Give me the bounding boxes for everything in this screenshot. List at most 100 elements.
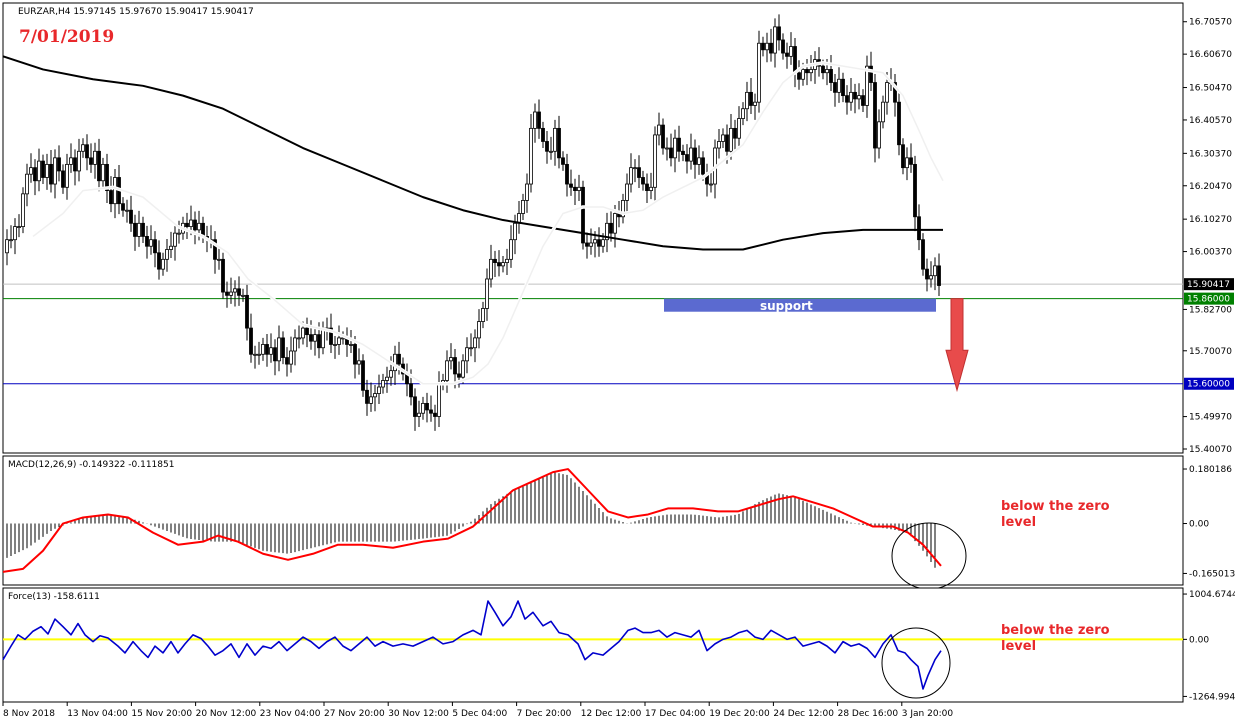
candle-body (221, 258, 225, 293)
candle-body (381, 380, 385, 388)
candle-body (885, 82, 889, 103)
candle-body (301, 327, 305, 339)
candle-body (721, 134, 725, 142)
time-tick-label: 30 Nov 12:00 (388, 709, 449, 719)
candle-body (453, 357, 457, 375)
candle-body (169, 245, 173, 250)
candle-body (853, 91, 857, 100)
candle-body (133, 222, 137, 237)
candle-body (157, 252, 161, 270)
candle-body (109, 190, 113, 205)
candle-body (781, 39, 785, 54)
candle-body (69, 157, 73, 165)
macd-note-line2: level (1001, 515, 1036, 530)
candle-body (273, 347, 277, 362)
candle-body (21, 193, 25, 227)
candle-body (545, 141, 549, 152)
candle-body (873, 82, 877, 149)
candle-body (145, 236, 149, 247)
candle-body (369, 396, 373, 404)
price-level-tag (1184, 292, 1234, 305)
candle-body (85, 144, 89, 159)
candle-body (641, 177, 645, 185)
price-tick-label: 16.00370 (1189, 248, 1232, 258)
candle-body (725, 134, 729, 152)
candle-body (57, 157, 61, 172)
force-tick-label: -1264.9944 (1189, 692, 1235, 702)
time-tick-label: 5 Dec 04:00 (452, 709, 507, 719)
force-title: Force(13) -158.6111 (8, 592, 100, 602)
candle-body (213, 239, 217, 260)
price-tick-label: 16.40570 (1189, 116, 1232, 126)
candle-body (17, 226, 21, 228)
candle-body (113, 177, 117, 205)
candle-body (489, 258, 493, 280)
candle-body (233, 288, 237, 293)
price-tick-label: 16.10270 (1189, 215, 1232, 225)
candle-body (905, 157, 909, 169)
candle-body (349, 344, 353, 346)
time-axis: 8 Nov 2018 13 Nov 04:00 15 Nov 20:00 20 Nov… (2, 702, 953, 719)
candle-body (549, 150, 553, 153)
price-tick-label: 16.20470 (1189, 182, 1232, 192)
support-label: support (760, 299, 813, 313)
price-tick-label: 15.49970 (1189, 413, 1232, 423)
candle-body (249, 327, 253, 355)
candle-body (313, 334, 317, 342)
current-price-tag (1184, 278, 1234, 291)
candle-body (13, 226, 17, 241)
candle-body (761, 42, 765, 51)
candle-body (925, 268, 929, 280)
candle-body (621, 199, 625, 218)
candle-body (269, 347, 273, 355)
candle-body (177, 232, 181, 235)
price-tick-label: 15.40070 (1189, 445, 1232, 455)
candle-body (385, 376, 389, 381)
candle-body (565, 163, 569, 185)
candle-body (645, 183, 649, 191)
target-arrow (945, 298, 969, 393)
candle-body (297, 337, 301, 340)
candle-body (557, 127, 561, 159)
candle-body (757, 42, 761, 103)
candle-body (709, 183, 713, 186)
candle-body (373, 393, 377, 398)
candle-body (537, 111, 541, 129)
candle-body (597, 239, 601, 247)
candle-body (253, 353, 257, 356)
candle-body (733, 127, 737, 139)
macd-signal-line (2, 468, 942, 573)
force-index-line (2, 600, 942, 690)
candle-body (337, 337, 341, 345)
candle-body (861, 95, 865, 106)
candle-body (601, 239, 605, 247)
candle-body (165, 249, 169, 260)
candle-body (773, 26, 777, 54)
candle-body (881, 101, 885, 123)
candle-body (465, 347, 469, 362)
price-level-tag-label: 15.60000 (1187, 380, 1230, 390)
time-tick-label: 23 Nov 04:00 (260, 709, 321, 719)
candle-body (437, 383, 441, 417)
candle-body (525, 183, 529, 201)
candle-body (125, 209, 129, 212)
candle-body (65, 163, 69, 188)
candle-body (741, 108, 745, 119)
candle-body (469, 347, 473, 350)
candle-body (609, 222, 613, 234)
candle-body (89, 157, 93, 165)
candle-body (553, 127, 557, 152)
candle-body (173, 232, 177, 247)
candle-body (821, 65, 825, 74)
price-tick-label: 16.50470 (1189, 84, 1232, 94)
candle-body (309, 334, 313, 342)
candle-body (285, 357, 289, 365)
candle-body (217, 258, 221, 261)
price-pane: 16.70570 16.60670 16.50470 16.40570 16.30370… (2, 2, 1234, 455)
pane-frame (2, 587, 1184, 703)
candle-body (61, 170, 65, 188)
candle-body (25, 173, 29, 195)
candle-body (449, 357, 453, 362)
price-level-tag-label: 15.86000 (1187, 295, 1230, 305)
